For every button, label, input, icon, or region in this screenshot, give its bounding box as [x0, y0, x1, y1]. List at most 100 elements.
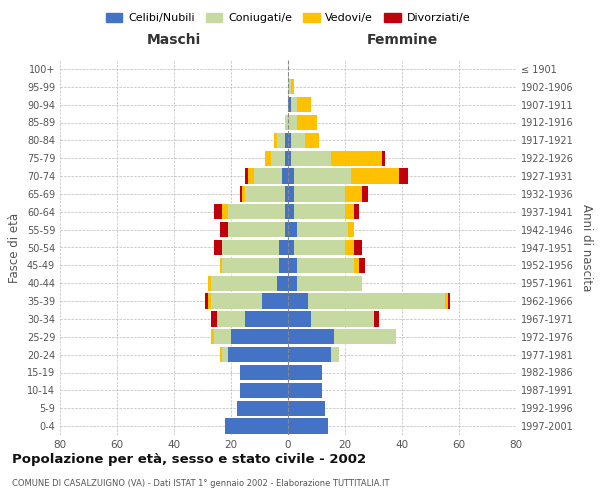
Bar: [254, 168, 283, 184]
Bar: [291, 79, 294, 94]
Bar: [345, 186, 362, 202]
Text: COMUNE DI CASALZUIGNO (VA) - Dati ISTAT 1° gennaio 2002 - Elaborazione TUTTITALI: COMUNE DI CASALZUIGNO (VA) - Dati ISTAT …: [12, 479, 389, 488]
Bar: [288, 418, 328, 434]
Bar: [294, 168, 350, 184]
Bar: [362, 186, 368, 202]
Bar: [399, 168, 408, 184]
Bar: [296, 115, 317, 130]
Bar: [305, 133, 319, 148]
Bar: [211, 312, 217, 326]
Bar: [205, 294, 208, 308]
Bar: [350, 168, 399, 184]
Bar: [296, 222, 348, 237]
Bar: [448, 294, 451, 308]
Y-axis label: Fasce di età: Fasce di età: [8, 212, 21, 282]
Bar: [382, 150, 385, 166]
Bar: [211, 294, 262, 308]
Bar: [345, 204, 353, 220]
Bar: [220, 258, 223, 273]
Bar: [345, 240, 353, 255]
Bar: [291, 97, 296, 112]
Bar: [280, 240, 288, 255]
Bar: [296, 258, 353, 273]
Bar: [288, 133, 291, 148]
Text: Femmine: Femmine: [367, 34, 437, 48]
Bar: [214, 329, 231, 344]
Bar: [353, 258, 359, 273]
Bar: [220, 347, 223, 362]
Bar: [228, 204, 285, 220]
Bar: [288, 258, 296, 273]
Bar: [217, 312, 245, 326]
Bar: [239, 365, 288, 380]
Bar: [231, 329, 288, 344]
Bar: [223, 204, 228, 220]
Bar: [288, 329, 334, 344]
Bar: [288, 115, 296, 130]
Bar: [242, 186, 245, 202]
Bar: [359, 258, 365, 273]
Bar: [288, 204, 294, 220]
Bar: [283, 168, 288, 184]
Bar: [285, 133, 288, 148]
Bar: [291, 133, 305, 148]
Bar: [228, 347, 288, 362]
Text: Maschi: Maschi: [147, 34, 201, 48]
Bar: [226, 418, 288, 434]
Bar: [288, 365, 322, 380]
Bar: [288, 168, 294, 184]
Bar: [245, 186, 285, 202]
Bar: [223, 240, 280, 255]
Bar: [288, 400, 325, 416]
Bar: [245, 312, 288, 326]
Bar: [285, 222, 288, 237]
Bar: [220, 222, 228, 237]
Bar: [294, 240, 345, 255]
Bar: [353, 240, 362, 255]
Legend: Celibi/Nubili, Coniugati/e, Vedovi/e, Divorziati/e: Celibi/Nubili, Coniugati/e, Vedovi/e, Di…: [101, 8, 475, 28]
Bar: [288, 222, 296, 237]
Bar: [285, 150, 288, 166]
Bar: [223, 258, 280, 273]
Bar: [280, 258, 288, 273]
Bar: [239, 186, 242, 202]
Bar: [288, 79, 291, 94]
Y-axis label: Anni di nascita: Anni di nascita: [580, 204, 593, 291]
Bar: [223, 347, 228, 362]
Bar: [208, 294, 211, 308]
Bar: [308, 294, 445, 308]
Bar: [288, 383, 322, 398]
Bar: [353, 204, 359, 220]
Bar: [285, 115, 288, 130]
Bar: [285, 204, 288, 220]
Bar: [285, 186, 288, 202]
Bar: [248, 168, 254, 184]
Bar: [277, 133, 285, 148]
Bar: [288, 347, 331, 362]
Bar: [288, 186, 294, 202]
Bar: [214, 204, 223, 220]
Text: Popolazione per età, sesso e stato civile - 2002: Popolazione per età, sesso e stato civil…: [12, 452, 366, 466]
Bar: [334, 329, 397, 344]
Bar: [311, 312, 373, 326]
Bar: [291, 150, 331, 166]
Bar: [271, 150, 285, 166]
Bar: [208, 276, 211, 291]
Bar: [262, 294, 288, 308]
Bar: [274, 133, 277, 148]
Bar: [331, 347, 340, 362]
Bar: [288, 150, 291, 166]
Bar: [288, 276, 296, 291]
Bar: [288, 312, 311, 326]
Bar: [211, 276, 277, 291]
Bar: [331, 150, 382, 166]
Bar: [214, 240, 223, 255]
Bar: [373, 312, 379, 326]
Bar: [296, 276, 362, 291]
Bar: [265, 150, 271, 166]
Bar: [288, 97, 291, 112]
Bar: [294, 204, 345, 220]
Bar: [239, 383, 288, 398]
Bar: [296, 97, 311, 112]
Bar: [228, 222, 285, 237]
